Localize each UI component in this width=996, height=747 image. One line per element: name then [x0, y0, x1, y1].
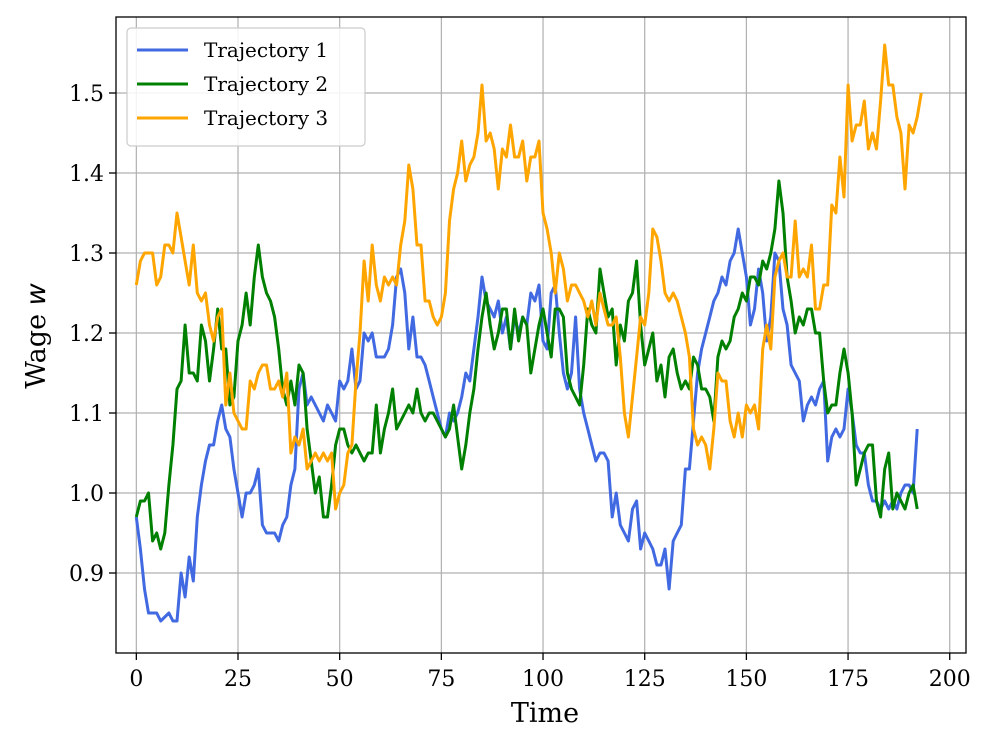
series-line-trajectory-1	[134, 227, 919, 623]
y-tick-label: 1.0	[69, 482, 104, 507]
series-line-trajectory-3	[134, 43, 923, 511]
x-tick-label: 25	[224, 667, 252, 692]
y-tick-label: 1.4	[69, 162, 104, 187]
x-tick-label: 200	[929, 667, 971, 692]
series-line-trajectory-2	[134, 179, 919, 551]
x-tick-label: 125	[624, 667, 666, 692]
y-tick-label: 1.2	[69, 322, 104, 347]
plot-area	[115, 16, 967, 654]
y-axis-label-variable: w	[21, 282, 52, 305]
x-tick-label: 150	[725, 667, 767, 692]
y-axis-label: Wage w	[21, 282, 52, 388]
y-tick-label: 1.5	[69, 82, 104, 107]
y-tick-label: 1.3	[69, 242, 104, 267]
y-axis-label-text: Wage	[21, 305, 52, 388]
x-axis-label: Time	[511, 698, 579, 729]
x-tick-label: 50	[326, 667, 354, 692]
x-tick-label: 175	[827, 667, 869, 692]
legend-label-trajectory-1: Trajectory 1	[204, 38, 328, 62]
legend-label-trajectory-2: Trajectory 2	[204, 72, 328, 96]
y-tick-label: 1.1	[69, 402, 104, 427]
x-tick-label: 75	[427, 667, 455, 692]
x-tick-label: 0	[129, 667, 143, 692]
series-lines	[134, 43, 923, 623]
legend-label-trajectory-3: Trajectory 3	[204, 106, 328, 130]
legend: Trajectory 1 Trajectory 2 Trajectory 3	[126, 27, 366, 147]
axis-ticks: 0 25 50 75 100 125 150 175 200 0.9 1.0 1.1 1.2 1.3 1.4…	[69, 82, 971, 692]
x-tick-label: 100	[522, 667, 564, 692]
y-tick-label: 0.9	[69, 562, 104, 587]
